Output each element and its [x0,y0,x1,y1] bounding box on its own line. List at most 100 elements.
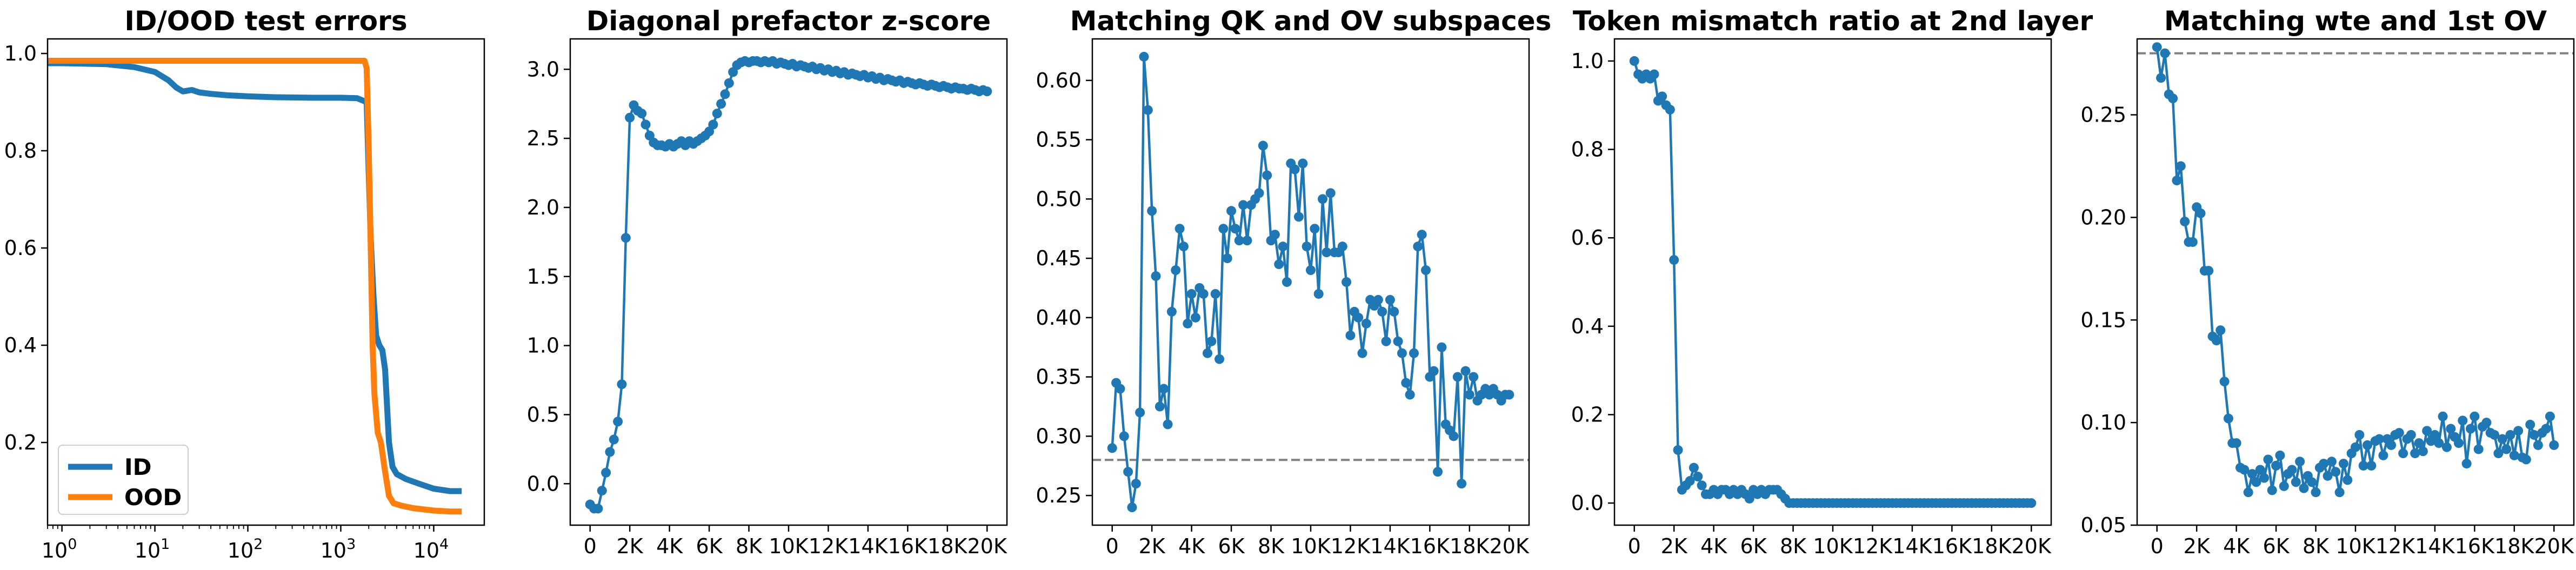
x-tick-label: 12K [1853,534,1893,558]
y-tick-label: 0.8 [4,139,37,163]
data-point [1469,372,1479,382]
data-point [1669,255,1679,265]
x-tick-label: 10K [1813,534,1853,558]
data-point [1258,140,1268,151]
data-point [1361,318,1371,328]
data-point [1697,480,1707,491]
y-tick-label: 0.25 [2080,103,2126,127]
data-point [2541,424,2551,434]
data-point [1322,247,1332,258]
data-point [601,467,611,478]
y-tick-label: 0.4 [4,333,37,357]
data-point [1290,164,1300,175]
x-tick-label: 18K [1972,534,2012,558]
chart-title: ID/OOD test errors [124,5,407,37]
data-point [2398,448,2408,459]
x-tick-label: 104 [413,536,449,562]
data-point [1342,277,1352,287]
data-point [2363,440,2373,450]
data-point [2247,469,2258,479]
data-point [1629,56,1639,66]
data-point [2204,266,2214,276]
data-point [2026,498,2037,508]
chart-panel-5: Matching wte and 1st OV 0.05 0.10 0.15 0.20 0… [2080,5,2575,558]
data-point [1234,236,1244,246]
x-tick-label: 18K [1450,534,1490,558]
data-point [2279,481,2289,491]
x-tick-label: 14K [1370,534,1410,558]
data-point [1417,230,1427,240]
data-point [1665,104,1675,115]
data-point [1190,312,1200,323]
x-tick-label: 20K [967,534,1007,558]
data-point [1310,224,1320,234]
data-point [1143,105,1153,115]
y-tick-label: 0.35 [1036,365,1082,389]
x-tick-label: 16K [1932,534,1972,558]
data-point [1123,467,1133,477]
data-point [2466,424,2476,434]
data-point [2343,475,2353,485]
series-line [1633,59,2033,505]
data-point [2490,430,2500,440]
data-point [1405,390,1415,400]
data-point [1429,366,1439,376]
data-point [2168,93,2178,104]
data-point [1389,306,1399,317]
data-point [1119,431,1129,441]
data-point [1135,407,1145,418]
chart-title: Diagonal prefactor z-score [586,5,991,37]
data-point [1214,354,1225,364]
data-point [1147,206,1157,216]
x-tick-label: 101 [135,536,170,562]
data-point [1206,336,1217,346]
data-point [2529,430,2539,440]
series-line-id [48,60,462,494]
chart-panel-3: Matching QK and OV subspaces 0.25 0.30 0.35… [1036,5,1551,558]
x-tick-label: 8K [2303,534,2330,558]
data-point [2473,444,2484,454]
data-point [1139,51,1149,62]
x-tick-label: 16K [2455,534,2495,558]
data-point [1421,265,1431,276]
data-point [1437,342,1447,352]
legend-label-ood: OOD [124,484,182,511]
x-tick-label: 0 [1628,534,1641,558]
series-line [2155,45,2555,494]
data-point [1293,212,1304,222]
data-point [1353,312,1364,323]
data-point [2533,440,2543,450]
data-point [2493,448,2504,459]
data-point [2458,415,2468,426]
data-point [1127,502,1137,513]
x-tick-label: 18K [2494,534,2534,558]
data-point [2223,413,2233,424]
y-tick-label: 0.8 [1571,138,1604,162]
data-point [1313,289,1324,299]
x-tick-label: 18K [927,534,967,558]
data-point [2394,428,2404,438]
data-point [609,434,619,445]
x-tick-label: 12K [2375,534,2415,558]
data-point [1657,91,1667,102]
legend: ID OOD [58,445,189,515]
data-point [2323,471,2333,481]
x-tick-label: 14K [2415,534,2455,558]
data-point [2180,216,2190,226]
data-point [2446,424,2456,434]
data-point [2291,477,2301,487]
data-point [720,89,730,99]
data-point [1318,194,1328,204]
chart-title: Token mismatch ratio at 2nd layer [1573,5,2093,37]
data-point [1107,443,1117,453]
x-tick-label: 4K [2223,534,2250,558]
data-point [2521,454,2531,465]
data-point [1337,242,1347,252]
data-point [1174,224,1185,234]
data-point [1457,479,1467,489]
data-point [712,109,722,119]
data-point [724,78,734,88]
y-tick-label: 2.0 [527,196,559,219]
y-tick-label: 0.50 [1036,187,1082,211]
data-point [2263,454,2273,465]
